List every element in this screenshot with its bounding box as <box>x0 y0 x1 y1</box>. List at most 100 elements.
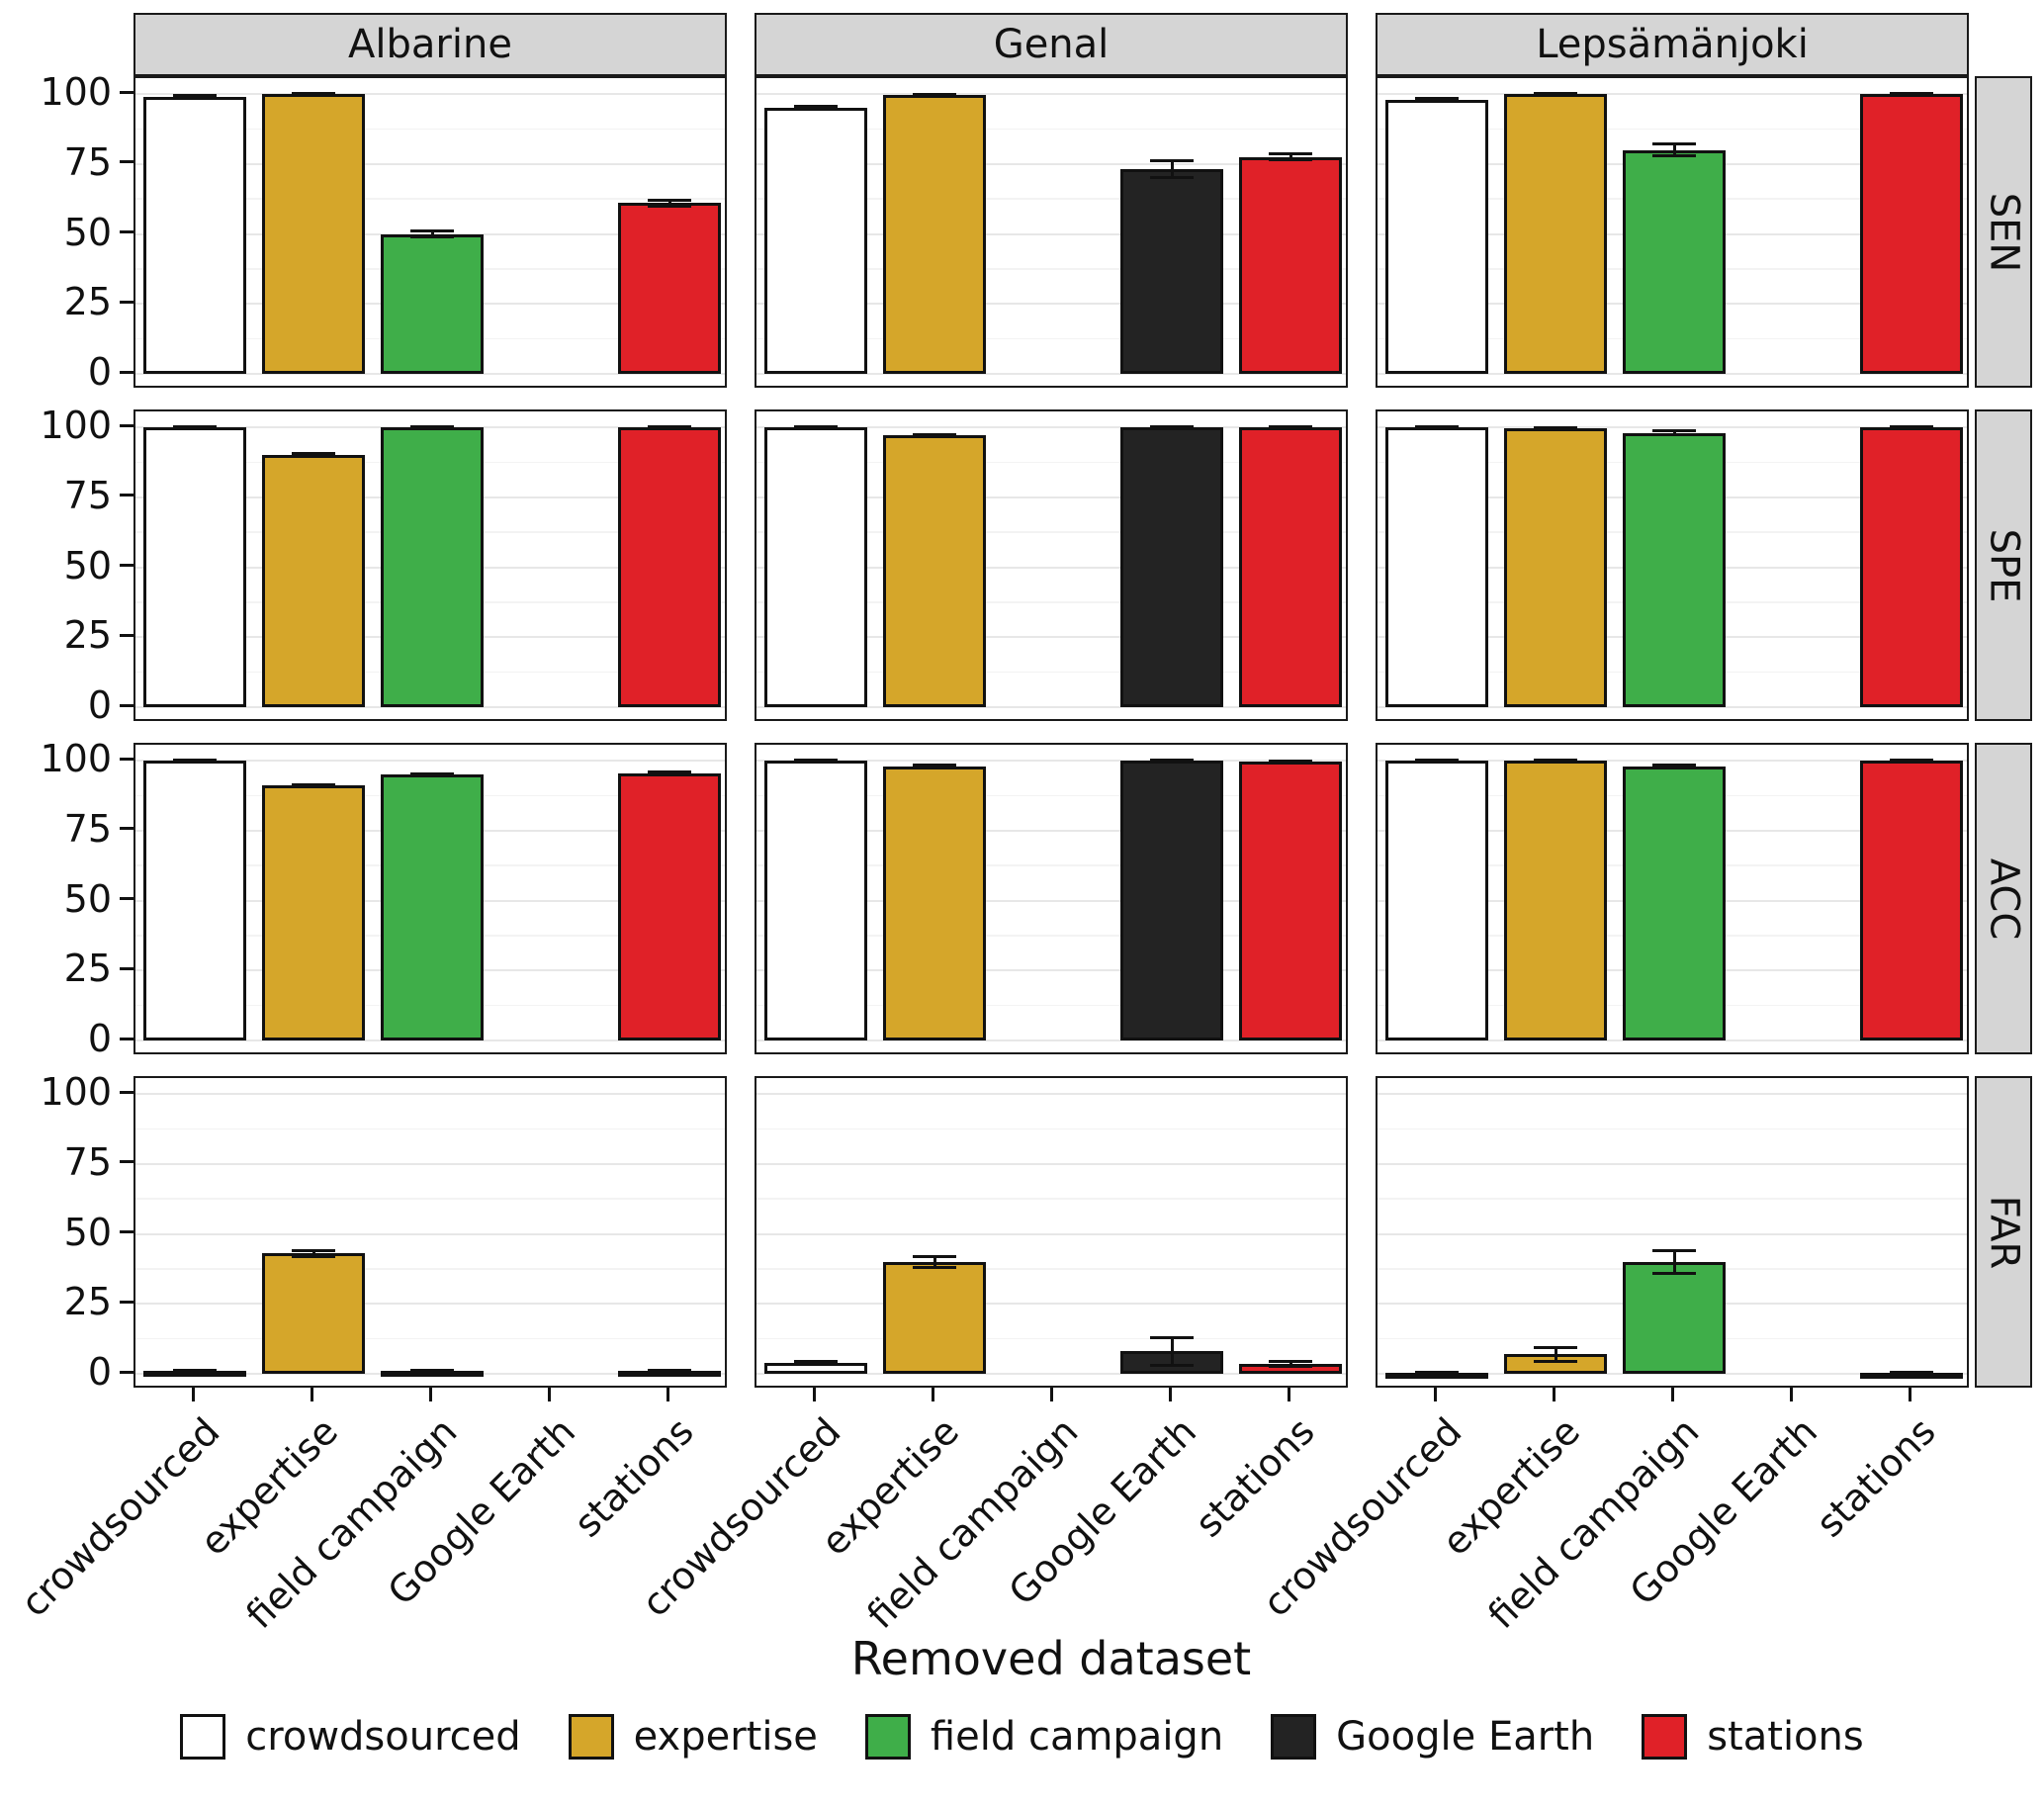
error-bar-cap-bottom <box>794 108 838 112</box>
gridline-major <box>756 636 1346 639</box>
error-bar-cap-bottom <box>1150 426 1194 430</box>
legend-item-google-earth: Google Earth <box>1271 1714 1594 1760</box>
error-bar-cap-top <box>1890 91 1933 95</box>
x-tick-label-crowdsourced: crowdsourced <box>12 1409 228 1626</box>
error-bar-cap-top <box>292 1248 335 1252</box>
x-tick-mark <box>1789 1388 1793 1401</box>
facet-row-label: FAR <box>1981 1195 2026 1269</box>
error-bar-cap-top <box>410 229 454 233</box>
bar-expertise <box>1504 94 1607 374</box>
y-tick-mark <box>120 1300 133 1304</box>
y-tick-label: 75 <box>63 1139 112 1184</box>
gridline-major <box>756 1039 1346 1041</box>
bar-expertise <box>262 785 365 1040</box>
y-tick-mark <box>120 703 133 707</box>
legend-label: stations <box>1707 1714 1864 1760</box>
y-tick-mark <box>120 1090 133 1094</box>
error-bar-cap-bottom <box>292 93 335 97</box>
y-tick-mark <box>120 370 133 374</box>
error-bar-cap-top <box>173 1368 217 1372</box>
error-bar-cap-bottom <box>410 234 454 238</box>
gridline-major <box>1377 373 1967 375</box>
error-bar-cap-bottom <box>1652 432 1696 436</box>
y-tick-label: 50 <box>63 210 112 254</box>
bar-crowdsourced <box>1385 99 1488 374</box>
y-tick-mark <box>120 423 133 427</box>
error-bar-cap-bottom <box>1415 1371 1459 1375</box>
error-bar-cap-top <box>1652 764 1696 768</box>
error-bar-cap-bottom <box>913 94 956 98</box>
bar-crowdsourced <box>143 96 246 374</box>
gridline-major <box>756 829 1346 832</box>
error-bar-cap-bottom <box>1890 1371 1933 1375</box>
x-tick-mark <box>666 1388 669 1401</box>
error-bar-cap-bottom <box>1534 427 1577 431</box>
gridline-major <box>1377 1232 1967 1235</box>
error-bar-cap-top <box>648 199 691 203</box>
gridline-major <box>135 706 725 708</box>
x-tick-mark <box>547 1388 551 1401</box>
y-tick-mark <box>120 1160 133 1164</box>
gridline-minor <box>135 128 725 131</box>
error-bar-cap-top <box>1534 1345 1577 1349</box>
bar-field-campaign <box>381 774 484 1040</box>
facet-col-strip-leps-m-njoki: Lepsämänjoki <box>1376 13 1969 76</box>
error-bar-cap-bottom <box>1269 1365 1312 1369</box>
x-tick-label-stations: stations <box>566 1409 703 1546</box>
y-tick-label: 100 <box>40 404 112 447</box>
gridline-major <box>135 93 725 95</box>
x-tick-mark <box>1287 1388 1290 1401</box>
bar-crowdsourced <box>143 427 246 707</box>
gridline-minor <box>756 531 1346 533</box>
x-tick-label-field-campaign: field campaign <box>1478 1409 1708 1638</box>
y-tick-mark <box>120 90 133 94</box>
error-bar-cap-bottom <box>1652 153 1696 157</box>
gridline-major <box>756 760 1346 762</box>
x-tick-mark <box>191 1388 195 1401</box>
error-bar-cap-top <box>1150 1335 1194 1339</box>
bar-crowdsourced <box>1385 761 1488 1040</box>
bar-crowdsourced <box>764 761 867 1040</box>
error-bar-cap-bottom <box>794 425 838 429</box>
error-bar-line <box>430 230 434 237</box>
panel-acc-leps-m-njoki <box>1376 743 1969 1054</box>
error-bar-cap-top <box>648 770 691 774</box>
error-bar-cap-bottom <box>173 759 217 763</box>
error-bar-line <box>933 1256 936 1268</box>
bar-expertise <box>883 766 986 1040</box>
bar-expertise <box>262 455 365 707</box>
gridline-minor <box>135 1337 725 1340</box>
error-bar-cap-top <box>1652 142 1696 146</box>
panel-sen-leps-m-njoki <box>1376 76 1969 388</box>
gridline-minor <box>1377 1128 1967 1130</box>
legend-item-expertise: expertise <box>568 1714 818 1760</box>
legend-label: crowdsourced <box>245 1714 521 1760</box>
y-tick-mark <box>120 230 133 233</box>
gridline-major <box>135 162 725 165</box>
error-bar-cap-top <box>794 1359 838 1363</box>
legend: crowdsourced expertise field campaign Googl… <box>0 1714 2044 1760</box>
y-tick-label: 50 <box>63 876 112 921</box>
error-bar-cap-top <box>1415 97 1459 101</box>
gridline-minor <box>756 1128 1346 1130</box>
gridline-major <box>756 1162 1346 1165</box>
error-bar-cap-bottom <box>1890 425 1933 429</box>
gridline-major <box>756 969 1346 972</box>
error-bar-cap-bottom <box>794 1362 838 1366</box>
error-bar-line <box>1672 143 1676 156</box>
bar-crowdsourced <box>764 108 867 374</box>
bar-expertise <box>1504 428 1607 707</box>
y-tick-mark <box>120 300 133 304</box>
error-bar-cap-bottom <box>913 1265 956 1269</box>
x-tick-mark <box>1433 1388 1437 1401</box>
error-bar-cap-top <box>292 91 335 95</box>
error-bar-cap-bottom <box>1269 426 1312 430</box>
gridline-major <box>1377 760 1967 762</box>
gridline-major <box>756 1093 1346 1095</box>
gridline-minor <box>756 268 1346 270</box>
error-bar-cap-bottom <box>292 455 335 459</box>
error-bar-cap-bottom <box>1269 761 1312 765</box>
y-tick-label: 100 <box>40 70 112 114</box>
y-tick-mark <box>120 1370 133 1374</box>
facet-row-label: ACC <box>1981 858 2026 940</box>
